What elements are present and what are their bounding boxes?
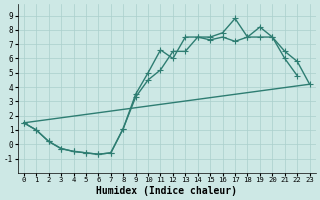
X-axis label: Humidex (Indice chaleur): Humidex (Indice chaleur) xyxy=(96,186,237,196)
